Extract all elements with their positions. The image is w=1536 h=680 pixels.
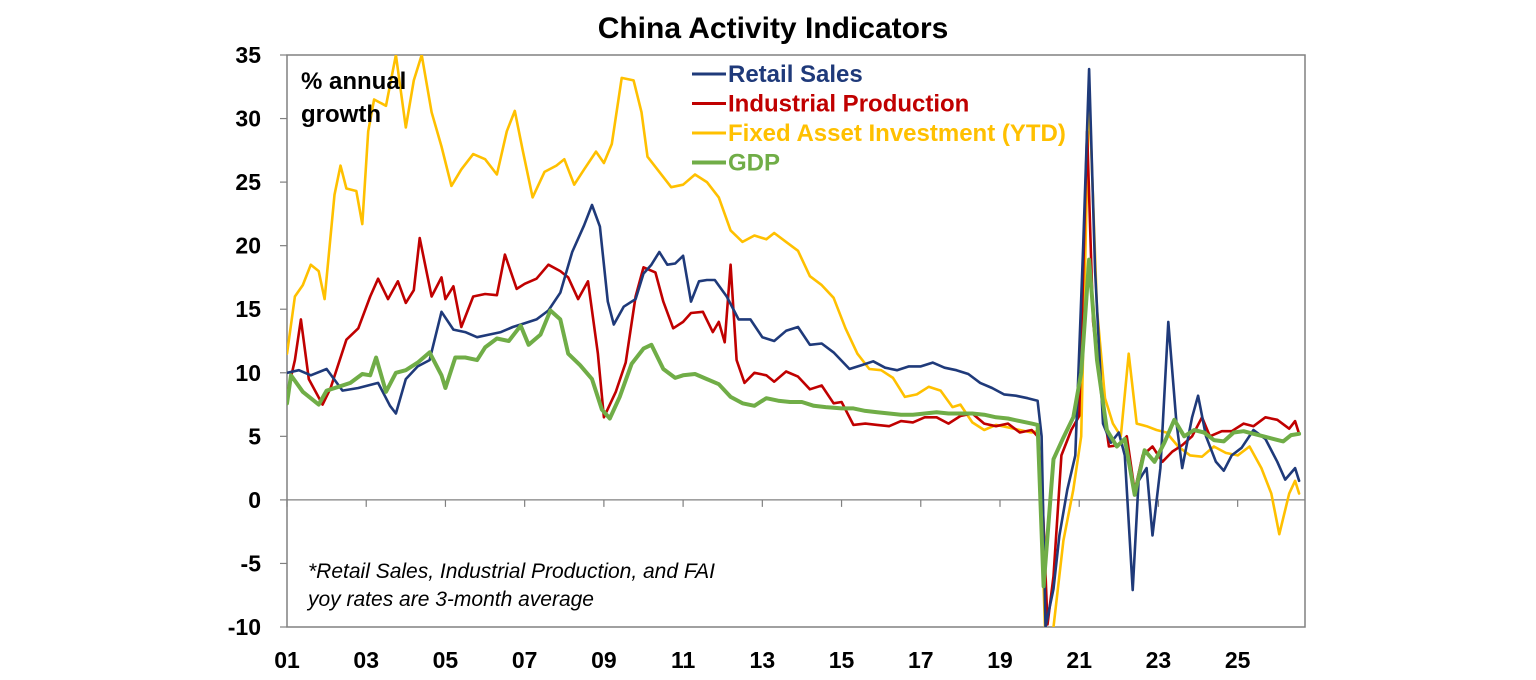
x-tick-label: 09 — [591, 647, 617, 673]
legend-label-industrial-production: Industrial Production — [728, 91, 969, 118]
x-tick-label: 19 — [987, 647, 1013, 673]
x-tick-label: 17 — [908, 647, 934, 673]
y-tick-label: 25 — [235, 169, 261, 195]
footnote: *Retail Sales, Industrial Production, an… — [306, 560, 715, 611]
unit-label-line-2: growth — [301, 101, 381, 128]
y-tick-label: 30 — [235, 106, 261, 132]
legend-label-retail-sales: Retail Sales — [728, 61, 863, 88]
plot-area-frame — [286, 54, 1306, 628]
y-tick-label: 20 — [235, 233, 261, 259]
unit-label-line-1: % annual — [301, 68, 406, 95]
x-tick-label: 07 — [512, 647, 538, 673]
series-line-fixed-asset-investment-ytd — [287, 55, 1301, 627]
x-tick-label: 21 — [1066, 647, 1092, 673]
unit-label: % annual growth — [301, 68, 406, 128]
legend-label-fixed-asset-investment-ytd: Fixed Asset Investment (YTD) — [728, 120, 1066, 147]
y-tick-label: -10 — [228, 614, 261, 640]
y-tick-label: 10 — [235, 360, 261, 386]
footnote-line-1: *Retail Sales, Industrial Production, an… — [308, 560, 715, 583]
y-axis: 35 30 25 20 15 10 5 0 -5 -10 — [228, 42, 287, 640]
y-tick-label: 35 — [235, 42, 261, 68]
y-tick-label: -5 — [241, 550, 262, 576]
y-tick-label: 15 — [235, 296, 261, 322]
x-axis: 01 03 05 07 09 11 13 15 17 19 21 23 25 — [274, 499, 1251, 673]
x-tick-label: 23 — [1146, 647, 1172, 673]
series-line-industrial-production — [287, 130, 1301, 626]
x-tick-label: 11 — [671, 647, 696, 673]
legend-label-gdp: GDP — [728, 150, 780, 177]
x-tick-label: 05 — [433, 647, 459, 673]
chart-title: China Activity Indicators — [598, 12, 949, 45]
x-tick-label: 25 — [1225, 647, 1251, 673]
series-lines — [287, 55, 1302, 627]
series-line-gdp — [287, 257, 1302, 589]
x-tick-label: 13 — [750, 647, 776, 673]
x-tick-label: 15 — [829, 647, 855, 673]
series-line-retail-sales — [287, 67, 1301, 627]
y-tick-label: 0 — [248, 487, 261, 513]
footnote-line-2: yoy rates are 3-month average — [306, 588, 594, 611]
x-tick-label: 03 — [353, 647, 379, 673]
x-tick-label: 01 — [274, 647, 300, 673]
y-tick-label: 5 — [248, 423, 261, 449]
